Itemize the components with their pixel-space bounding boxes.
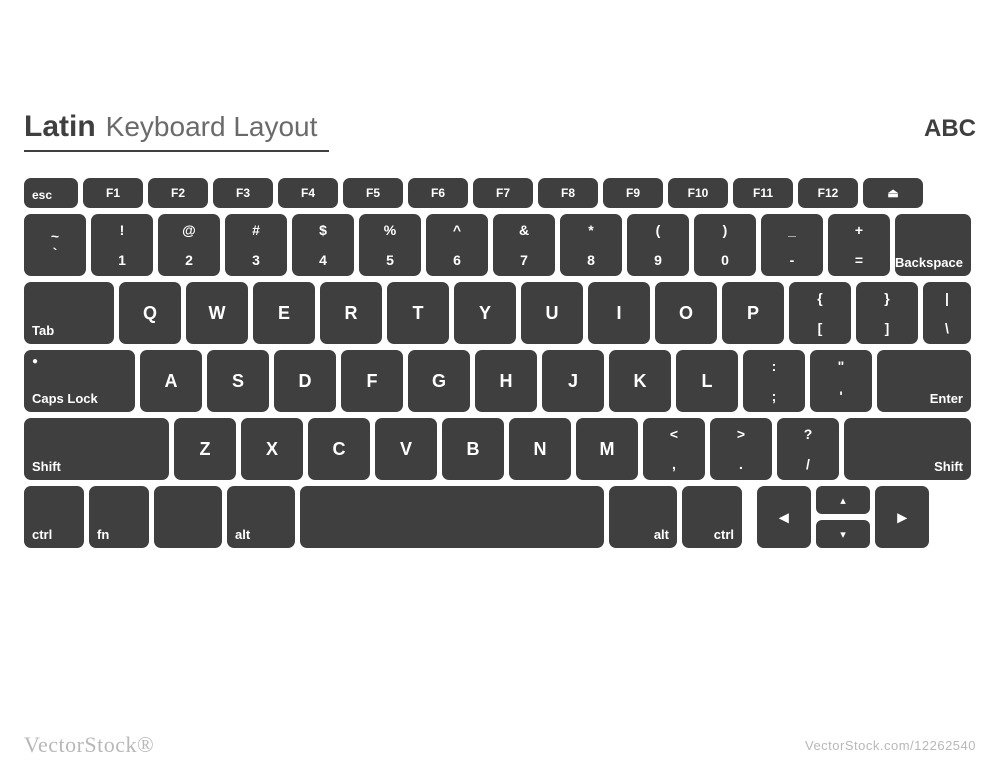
key-0[interactable]: )0 <box>694 214 756 276</box>
key-f5[interactable]: F5 <box>343 178 403 208</box>
key-j[interactable]: J <box>542 350 604 412</box>
key-l[interactable]: L <box>676 350 738 412</box>
key-6[interactable]: ^6 <box>426 214 488 276</box>
key-esc[interactable]: esc <box>24 178 78 208</box>
key-k[interactable]: K <box>609 350 671 412</box>
key-7[interactable]: &7 <box>493 214 555 276</box>
key-9[interactable]: (9 <box>627 214 689 276</box>
key-quote[interactable]: "' <box>810 350 872 412</box>
key-h[interactable]: H <box>475 350 537 412</box>
key-arrow-updown: ▴▾ <box>816 486 870 548</box>
footer: VectorStock® VectorStock.com/12262540 <box>24 732 976 758</box>
key-t[interactable]: T <box>387 282 449 344</box>
key-slash[interactable]: ?/ <box>777 418 839 480</box>
key-2[interactable]: @2 <box>158 214 220 276</box>
title-bold: Latin <box>24 110 96 144</box>
key-arrow-down[interactable]: ▾ <box>816 520 870 548</box>
key-arrow-right[interactable]: ▸ <box>875 486 929 548</box>
key-a[interactable]: A <box>140 350 202 412</box>
row-zxcv: ShiftZXCVBNM<,>.?/Shift <box>24 418 976 480</box>
key-space[interactable] <box>300 486 604 548</box>
header: Latin Keyboard Layout ABC <box>24 110 976 152</box>
key-q[interactable]: Q <box>119 282 181 344</box>
key-capslock[interactable]: ●Caps Lock <box>24 350 135 412</box>
abc-label: ABC <box>924 115 976 143</box>
key-enter[interactable]: Enter <box>877 350 971 412</box>
key-g[interactable]: G <box>408 350 470 412</box>
keyboard: escF1F2F3F4F5F6F7F8F9F10F11F12⏏ ~`!1@2#3$… <box>24 178 976 548</box>
key-equals[interactable]: += <box>828 214 890 276</box>
key-f8[interactable]: F8 <box>538 178 598 208</box>
row-bottom: ctrlfnaltaltctrl◂▴▾▸ <box>24 486 976 548</box>
title-group: Latin Keyboard Layout <box>24 110 329 152</box>
vectorstock-id: VectorStock.com/12262540 <box>805 738 976 753</box>
key-f6[interactable]: F6 <box>408 178 468 208</box>
key-d[interactable]: D <box>274 350 336 412</box>
row-asdf: ●Caps LockASDFGHJKL:;"'Enter <box>24 350 976 412</box>
key-f[interactable]: F <box>341 350 403 412</box>
key-eject[interactable]: ⏏ <box>863 178 923 208</box>
key-blank-l[interactable] <box>154 486 222 548</box>
key-ctrl-l[interactable]: ctrl <box>24 486 84 548</box>
key-e[interactable]: E <box>253 282 315 344</box>
key-p[interactable]: P <box>722 282 784 344</box>
key-bracket-l[interactable]: {[ <box>789 282 851 344</box>
key-b[interactable]: B <box>442 418 504 480</box>
key-f9[interactable]: F9 <box>603 178 663 208</box>
key-f10[interactable]: F10 <box>668 178 728 208</box>
key-v[interactable]: V <box>375 418 437 480</box>
key-f1[interactable]: F1 <box>83 178 143 208</box>
key-ctrl-r[interactable]: ctrl <box>682 486 742 548</box>
key-semicolon[interactable]: :; <box>743 350 805 412</box>
key-backslash[interactable]: |\ <box>923 282 971 344</box>
key-shift-l[interactable]: Shift <box>24 418 169 480</box>
key-x[interactable]: X <box>241 418 303 480</box>
key-fn[interactable]: fn <box>89 486 149 548</box>
key-8[interactable]: *8 <box>560 214 622 276</box>
key-backspace[interactable]: Backspace <box>895 214 971 276</box>
key-arrow-up[interactable]: ▴ <box>816 486 870 514</box>
key-s[interactable]: S <box>207 350 269 412</box>
key-r[interactable]: R <box>320 282 382 344</box>
key-comma[interactable]: <, <box>643 418 705 480</box>
key-f11[interactable]: F11 <box>733 178 793 208</box>
key-f7[interactable]: F7 <box>473 178 533 208</box>
key-i[interactable]: I <box>588 282 650 344</box>
key-4[interactable]: $4 <box>292 214 354 276</box>
key-o[interactable]: O <box>655 282 717 344</box>
key-w[interactable]: W <box>186 282 248 344</box>
key-y[interactable]: Y <box>454 282 516 344</box>
key-minus[interactable]: _- <box>761 214 823 276</box>
key-alt-l[interactable]: alt <box>227 486 295 548</box>
vectorstock-logo: VectorStock® <box>24 732 154 758</box>
key-5[interactable]: %5 <box>359 214 421 276</box>
key-c[interactable]: C <box>308 418 370 480</box>
title-light: Keyboard Layout <box>106 111 318 143</box>
key-tab[interactable]: Tab <box>24 282 114 344</box>
key-u[interactable]: U <box>521 282 583 344</box>
key-shift-r[interactable]: Shift <box>844 418 971 480</box>
key-1[interactable]: !1 <box>91 214 153 276</box>
key-bracket-r[interactable]: }] <box>856 282 918 344</box>
key-z[interactable]: Z <box>174 418 236 480</box>
key-m[interactable]: M <box>576 418 638 480</box>
key-f4[interactable]: F4 <box>278 178 338 208</box>
row-qwerty: TabQWERTYUIOP{[}]|\ <box>24 282 976 344</box>
row-fn: escF1F2F3F4F5F6F7F8F9F10F11F12⏏ <box>24 178 976 208</box>
key-n[interactable]: N <box>509 418 571 480</box>
key-f2[interactable]: F2 <box>148 178 208 208</box>
key-arrow-left[interactable]: ◂ <box>757 486 811 548</box>
key-3[interactable]: #3 <box>225 214 287 276</box>
row-num: ~`!1@2#3$4%5^6&7*8(9)0_-+=Backspace <box>24 214 976 276</box>
key-f3[interactable]: F3 <box>213 178 273 208</box>
key-alt-r[interactable]: alt <box>609 486 677 548</box>
key-f12[interactable]: F12 <box>798 178 858 208</box>
key-period[interactable]: >. <box>710 418 772 480</box>
key-grave[interactable]: ~` <box>24 214 86 276</box>
